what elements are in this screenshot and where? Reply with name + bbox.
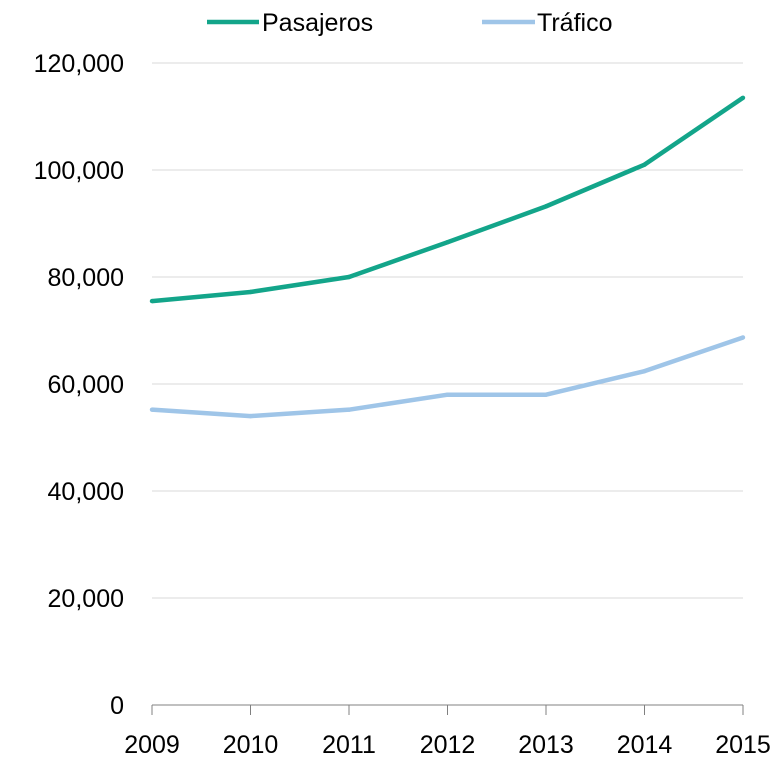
y-axis-tick-labels: 0 20,000 40,000 60,000 80,000 100,000 120,000	[34, 50, 124, 720]
legend-label: Pasajeros	[262, 9, 373, 37]
y-tick-label: 80,000	[48, 264, 124, 292]
gridlines	[152, 62, 743, 599]
series-0-point-4	[543, 204, 549, 209]
legend-item-0: Pasajeros	[207, 9, 373, 37]
series-1-point-4	[543, 392, 549, 397]
series-1-point-3	[445, 392, 450, 397]
x-tick-label: 2011	[322, 731, 376, 757]
x-tick-label: 2012	[420, 731, 476, 757]
series-1-point-5	[642, 368, 647, 374]
series-0-point-2	[346, 274, 352, 280]
legend-label: Tráfico	[537, 9, 612, 37]
series-1-point-1	[248, 413, 253, 419]
y-tick-label: 120,000	[34, 50, 124, 78]
series-0-point-1	[248, 289, 253, 295]
series-0-point-0	[149, 298, 155, 304]
series-1-point-6	[740, 335, 746, 340]
x-tick-label: 2015	[715, 731, 771, 757]
series-1-point-0	[149, 407, 155, 412]
y-tick-label: 60,000	[48, 371, 124, 399]
legend: Pasajeros Tráfico	[207, 9, 612, 37]
legend-item-1: Tráfico	[482, 9, 612, 37]
x-tick-label: 2013	[518, 731, 574, 757]
series-0-point-3	[445, 240, 450, 245]
y-tick-label: 40,000	[48, 478, 124, 506]
x-tick-label: 2010	[223, 731, 279, 757]
series-0-point-6	[740, 95, 746, 100]
series-lines	[149, 95, 746, 419]
series-0-point-5	[642, 162, 647, 167]
series-line-1	[151, 335, 744, 419]
y-tick-label: 100,000	[34, 157, 124, 185]
x-tick-label: 2014	[617, 731, 673, 757]
y-tick-label: 20,000	[48, 585, 124, 613]
series-line-0	[151, 95, 745, 304]
y-tick-label: 0	[110, 692, 124, 720]
series-1-point-2	[346, 407, 352, 412]
x-axis-ticks: 2009 2010 2011 2012 2013 2014 2015	[124, 705, 771, 757]
x-tick-label: 2009	[124, 731, 180, 757]
